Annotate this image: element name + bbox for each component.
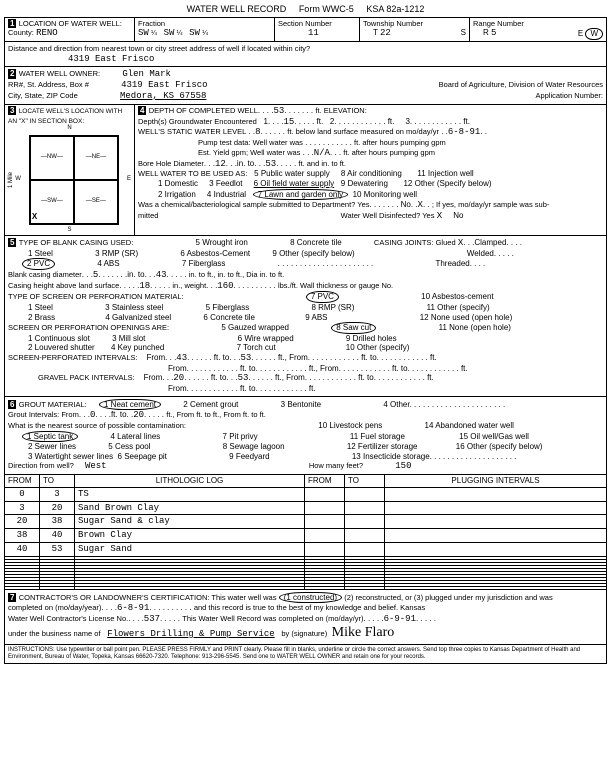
depth-completed: 53 [273,106,284,116]
owner-addr: 4319 East Frisco [121,80,207,90]
gravel-from: 20 [173,373,184,383]
instructions: INSTRUCTIONS: Use typewriter or ball poi… [4,644,607,664]
signature: Mike Flaro [332,625,395,640]
table-row: 3 20 Sand Brown Clay [5,501,607,515]
distance-row: Distance and direction from nearest town… [4,41,607,67]
form-title: WATER WELL RECORD Form WWC-5 KSA 82a-121… [4,4,607,15]
table-row: 0 3 TS [5,487,607,501]
owner-name: Glen Mark [122,69,171,79]
section-5: 5 TYPE OF BLANK CASING USED: 5 Wrought i… [4,235,607,397]
static-level: 8 [255,127,260,137]
direction-value: West [85,461,107,471]
table-row: 38 40 Brown Clay [5,529,607,543]
septic-circled: 1 Septic tank [22,431,78,443]
table-row: 40 53 Sugar Sand [5,543,607,557]
section-1: 1 [8,19,16,29]
lithologic-log-table: FROM TO LITHOLOGIC LOG FROM TO PLUGGING … [4,474,607,590]
grout-circled: 1 Neat cement [99,399,161,411]
constructed-circled: (1 constructed) [279,592,342,604]
screen-pvc-circled: 7 PVC [306,291,339,303]
owner-city: Medora, KS 67558 [120,91,206,101]
sec-3-4: 3 LOCATE WELL'S LOCATION WITH AN "X" IN … [4,104,607,236]
range-dir-circled: W [585,28,603,40]
perf-from: 43 [176,353,187,363]
cert-completed-date: 6-8-91 [117,603,149,613]
owner-block: 2 WATER WELL OWNER: Glen Mark RR#, St. A… [4,66,607,104]
use-circled: 7 Lawn and garden only [253,189,348,201]
casing-pvc-circled: 2 PVC [22,258,55,270]
table-row: 20 38 Sugar Sand & clay [5,515,607,529]
header-row: 1 LOCATION OF WATER WELL: County: RENO F… [4,17,607,42]
casing-dia: 5 [93,270,98,280]
casing-height: 18 [139,281,150,291]
license-no: 537 [144,614,160,624]
record-date: 6-9-91 [384,614,416,624]
grout-from: 0 [90,410,95,420]
address-line: 4319 East Frisco [68,54,154,64]
township-number: 22 [380,28,391,38]
section-6: 6 GROUT MATERIAL: 1 Neat cement 2 Cement… [4,396,607,476]
bore-dia: 12 [215,159,226,169]
sawcut-circled: 8 Saw cut [331,322,376,334]
x-mark: X [32,212,37,222]
section-number: 11 [308,28,319,38]
range-number: 5 [491,28,496,38]
section-7: 7 CONTRACTOR'S OR LANDOWNER'S CERTIFICAT… [4,589,607,645]
county-value: RENO [36,28,58,38]
static-date: 6-8-91 [448,127,480,137]
section-box-grid: — NW — — NE — — SW — — SE — X [29,135,119,225]
business-name: Flowers Drilling & Pump Service [107,629,274,639]
feet-value: 150 [395,461,411,471]
